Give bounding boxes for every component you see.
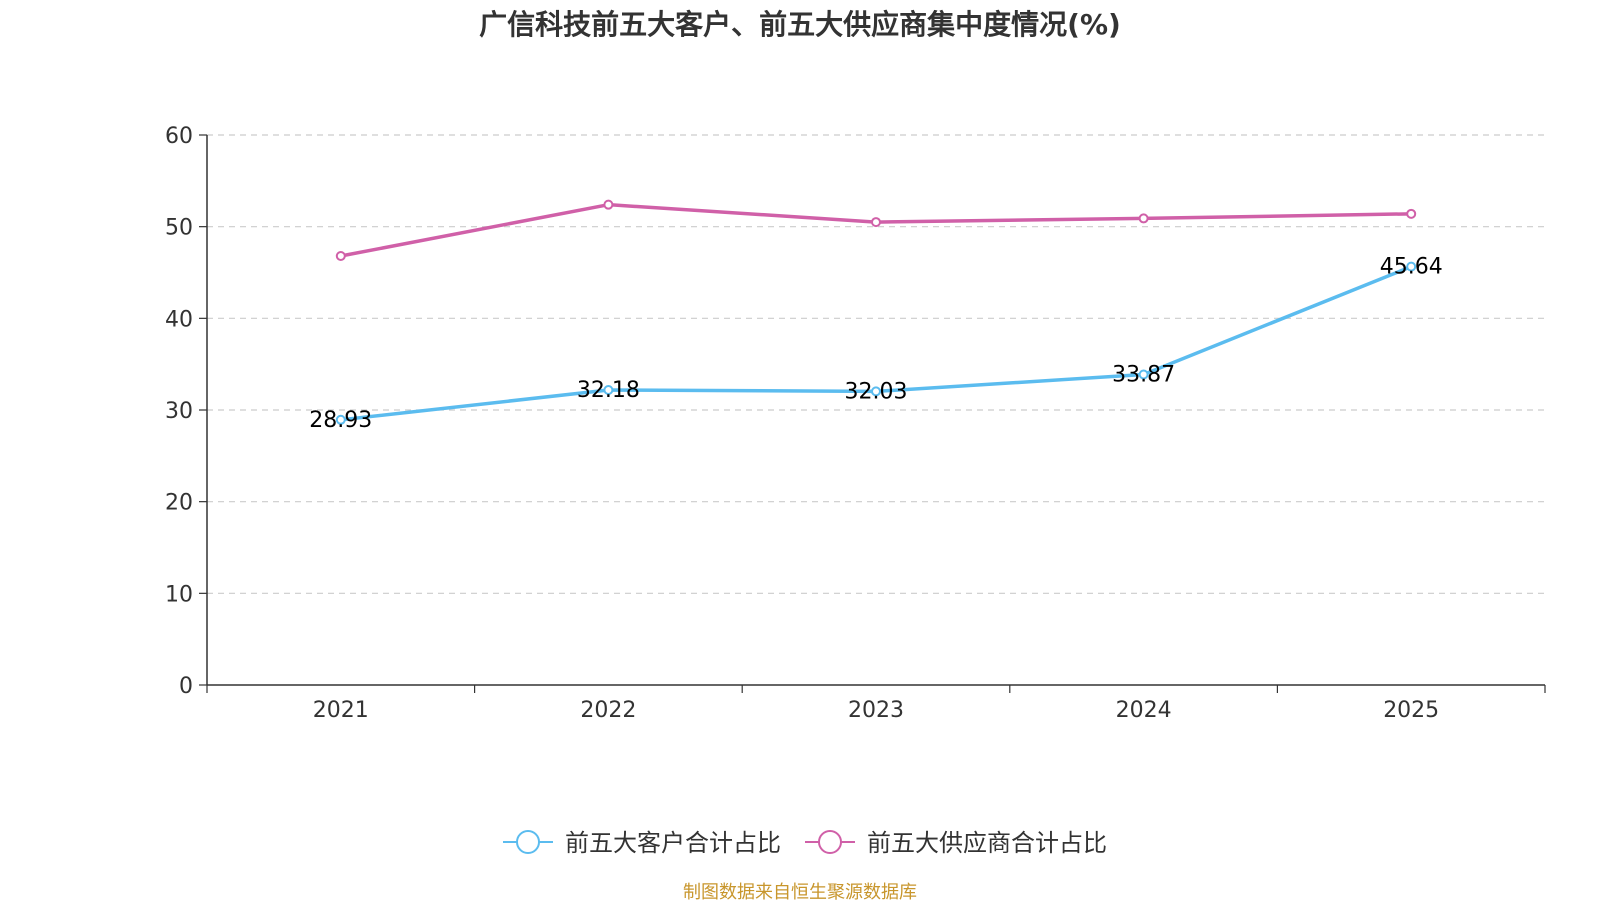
x-tick-label: 2022 <box>580 698 636 723</box>
y-tick-label: 50 <box>165 216 193 241</box>
y-tick-label: 40 <box>165 307 193 332</box>
data-point <box>1138 213 1149 224</box>
series <box>335 199 1417 425</box>
data-label: 45.64 <box>1380 255 1443 280</box>
x-tick-label: 2021 <box>313 698 369 723</box>
legend-marker <box>818 830 842 854</box>
data-labels: 28.93 32.18 32.03 33.87 45.64 <box>309 255 1442 433</box>
legend-label: 前五大客户合计占比 <box>565 829 781 857</box>
x-tick-label: 2025 <box>1383 698 1439 723</box>
data-point <box>603 385 614 396</box>
legend[interactable]: 前五大客户合计占比 前五大供应商合计占比 <box>503 829 1107 857</box>
series-line-2 <box>340 202 1412 258</box>
y-tick-label: 0 <box>179 674 193 699</box>
data-point <box>1406 261 1417 272</box>
x-tick-label: 2023 <box>848 698 904 723</box>
data-point <box>335 414 346 425</box>
x-tick-label: 2024 <box>1116 698 1172 723</box>
y-tick-label: 10 <box>165 582 193 607</box>
data-point <box>1406 208 1417 219</box>
legend-label: 前五大供应商合计占比 <box>867 829 1107 857</box>
y-tick-label: 20 <box>165 491 193 516</box>
legend-item-2[interactable]: 前五大供应商合计占比 <box>805 829 1107 857</box>
source-note: 制图数据来自恒生聚源数据库 <box>683 882 917 900</box>
y-tick-label: 30 <box>165 399 193 424</box>
data-point <box>603 199 614 210</box>
data-point <box>871 386 881 397</box>
data-point <box>335 251 346 261</box>
data-point <box>1138 369 1149 380</box>
data-label: 33.87 <box>1112 363 1175 388</box>
data-label: 28.93 <box>309 408 372 433</box>
chart-title: 广信科技前五大客户、前五大供应商集中度情况(%) <box>479 8 1121 41</box>
data-point <box>871 217 881 228</box>
y-tick-label: 60 <box>165 124 193 149</box>
data-label: 32.03 <box>845 379 908 404</box>
gridlines <box>207 134 1545 594</box>
axes: 0 10 20 30 40 50 60 2021 2022 2023 2024 2025 <box>165 124 1546 723</box>
legend-marker <box>516 830 540 854</box>
data-label: 32.18 <box>577 378 640 403</box>
legend-item-1[interactable]: 前五大客户合计占比 <box>503 829 781 857</box>
